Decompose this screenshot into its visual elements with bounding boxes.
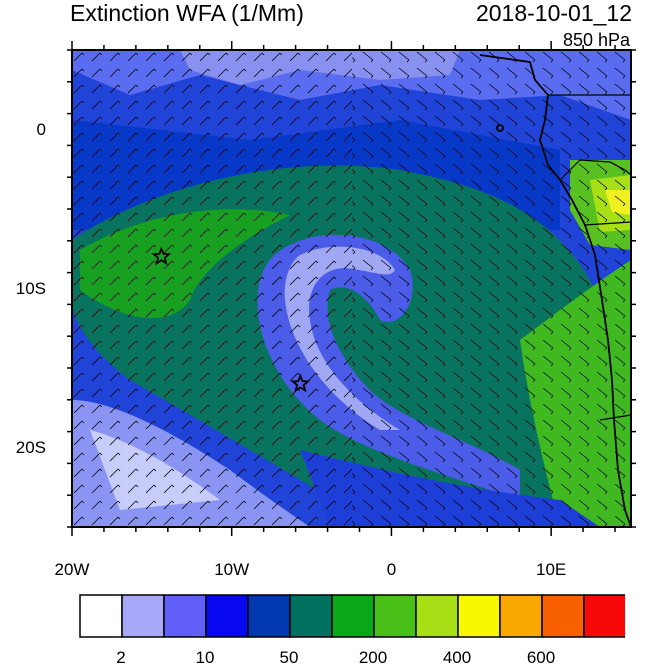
map-title: Extinction WFA (1/Mm) — [70, 0, 304, 26]
colorbar-swatch — [247, 594, 291, 638]
colorbar-label: 50 — [279, 648, 299, 667]
lon-tick-label: 0 — [386, 560, 397, 579]
coastline — [479, 54, 632, 528]
colorbar-swatch — [415, 594, 459, 638]
colorbar-swatch — [121, 594, 165, 638]
colorbar-label: 400 — [442, 648, 472, 667]
lat-tick-label: 20S — [15, 437, 46, 457]
lon-tick-label: 10E — [536, 560, 567, 579]
lon-tick-label: 10W — [214, 560, 250, 579]
lon-tick-label: 20W — [54, 560, 90, 579]
colorbar-swatch — [583, 594, 625, 638]
colorbar-swatch — [541, 594, 585, 638]
timestamp: 2018-10-01_12 — [475, 0, 632, 26]
colorbar-swatch — [289, 594, 333, 638]
star-marker — [151, 246, 172, 266]
colorbar-swatch — [457, 594, 501, 638]
colorbar-swatch — [79, 594, 123, 638]
colorbar-swatch — [331, 594, 375, 638]
colorbar-swatch — [205, 594, 249, 638]
colorbar-label: 200 — [358, 648, 388, 667]
star-marker — [290, 373, 311, 393]
pressure-level: 850 hPa — [562, 30, 630, 50]
colorbar-label: 2 — [116, 648, 126, 667]
lat-tick-label: 10S — [15, 278, 46, 298]
colorbar-swatch — [499, 594, 543, 638]
lat-tick-label: 0 — [36, 119, 46, 139]
colorbar-label: 10 — [195, 648, 215, 667]
plot-frame — [67, 41, 636, 536]
extinction-field — [72, 50, 631, 527]
colorbar — [79, 594, 625, 638]
colorbar-swatch — [163, 594, 207, 638]
colorbar-swatch — [373, 594, 417, 638]
colorbar-label: 600 — [526, 648, 556, 667]
